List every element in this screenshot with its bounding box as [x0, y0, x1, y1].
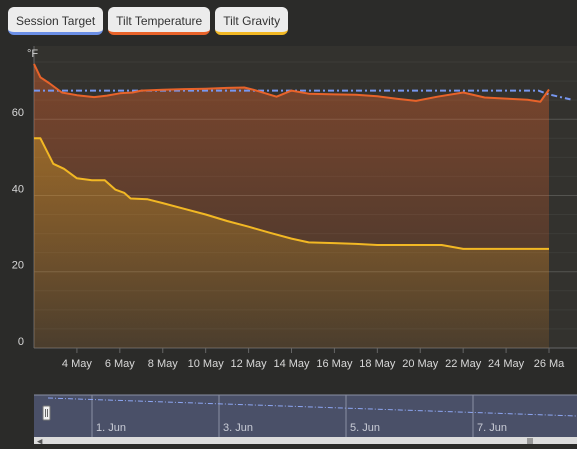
- x-tick-label: 8 May: [148, 358, 178, 370]
- x-tick-label: 10 May: [188, 358, 225, 370]
- tilt-gravity-line[interactable]: [34, 137, 549, 250]
- navigator-series-line: [47, 397, 577, 417]
- y-tick-label: 40: [12, 183, 24, 195]
- y-tick-label: 60: [12, 107, 24, 119]
- range-navigator[interactable]: 1. Jun 3. Jun 5. Jun 7. Jun ◀: [34, 394, 577, 446]
- y-tick-label: 0: [18, 336, 24, 348]
- tab-tilt-temperature[interactable]: Tilt Temperature: [108, 7, 211, 35]
- tilt-temperature-line[interactable]: [33, 63, 550, 103]
- navigator-date-label: 7. Jun: [477, 422, 507, 434]
- series-toggle-tabs: Session Target Tilt Temperature Tilt Gra…: [8, 7, 289, 35]
- y-unit-label: °F: [27, 48, 38, 60]
- tilt-gravity-area: [34, 138, 549, 348]
- navigator-date-label: 1. Jun: [96, 422, 126, 434]
- x-tick-label: 6 May: [105, 358, 135, 370]
- navigator-date-label: 3. Jun: [223, 422, 253, 434]
- x-tick-label: 20 May: [402, 358, 439, 370]
- tab-session-target[interactable]: Session Target: [8, 7, 104, 35]
- navigator-scrollbar[interactable]: [34, 437, 577, 444]
- y-tick-label: 20: [12, 260, 24, 272]
- session-target-line[interactable]: [34, 89, 571, 101]
- x-tick-label: 4 May: [62, 358, 92, 370]
- x-tick-label: 24 May: [488, 358, 525, 370]
- x-tick-label: 18 May: [359, 358, 396, 370]
- x-tick-label: 22 May: [445, 358, 482, 370]
- navigator-date-label: 5. Jun: [350, 422, 380, 434]
- scroll-left-arrow[interactable]: ◀: [37, 439, 43, 446]
- x-tick-label: 16 May: [316, 358, 353, 370]
- x-tick-label: 26 Ma: [534, 358, 565, 370]
- tab-tilt-gravity[interactable]: Tilt Gravity: [215, 7, 289, 35]
- navigator-left-handle[interactable]: [42, 405, 51, 421]
- x-tick-label: 14 May: [273, 358, 310, 370]
- x-tick-label: 12 May: [231, 358, 268, 370]
- scrollbar-grip-icon[interactable]: [527, 438, 533, 444]
